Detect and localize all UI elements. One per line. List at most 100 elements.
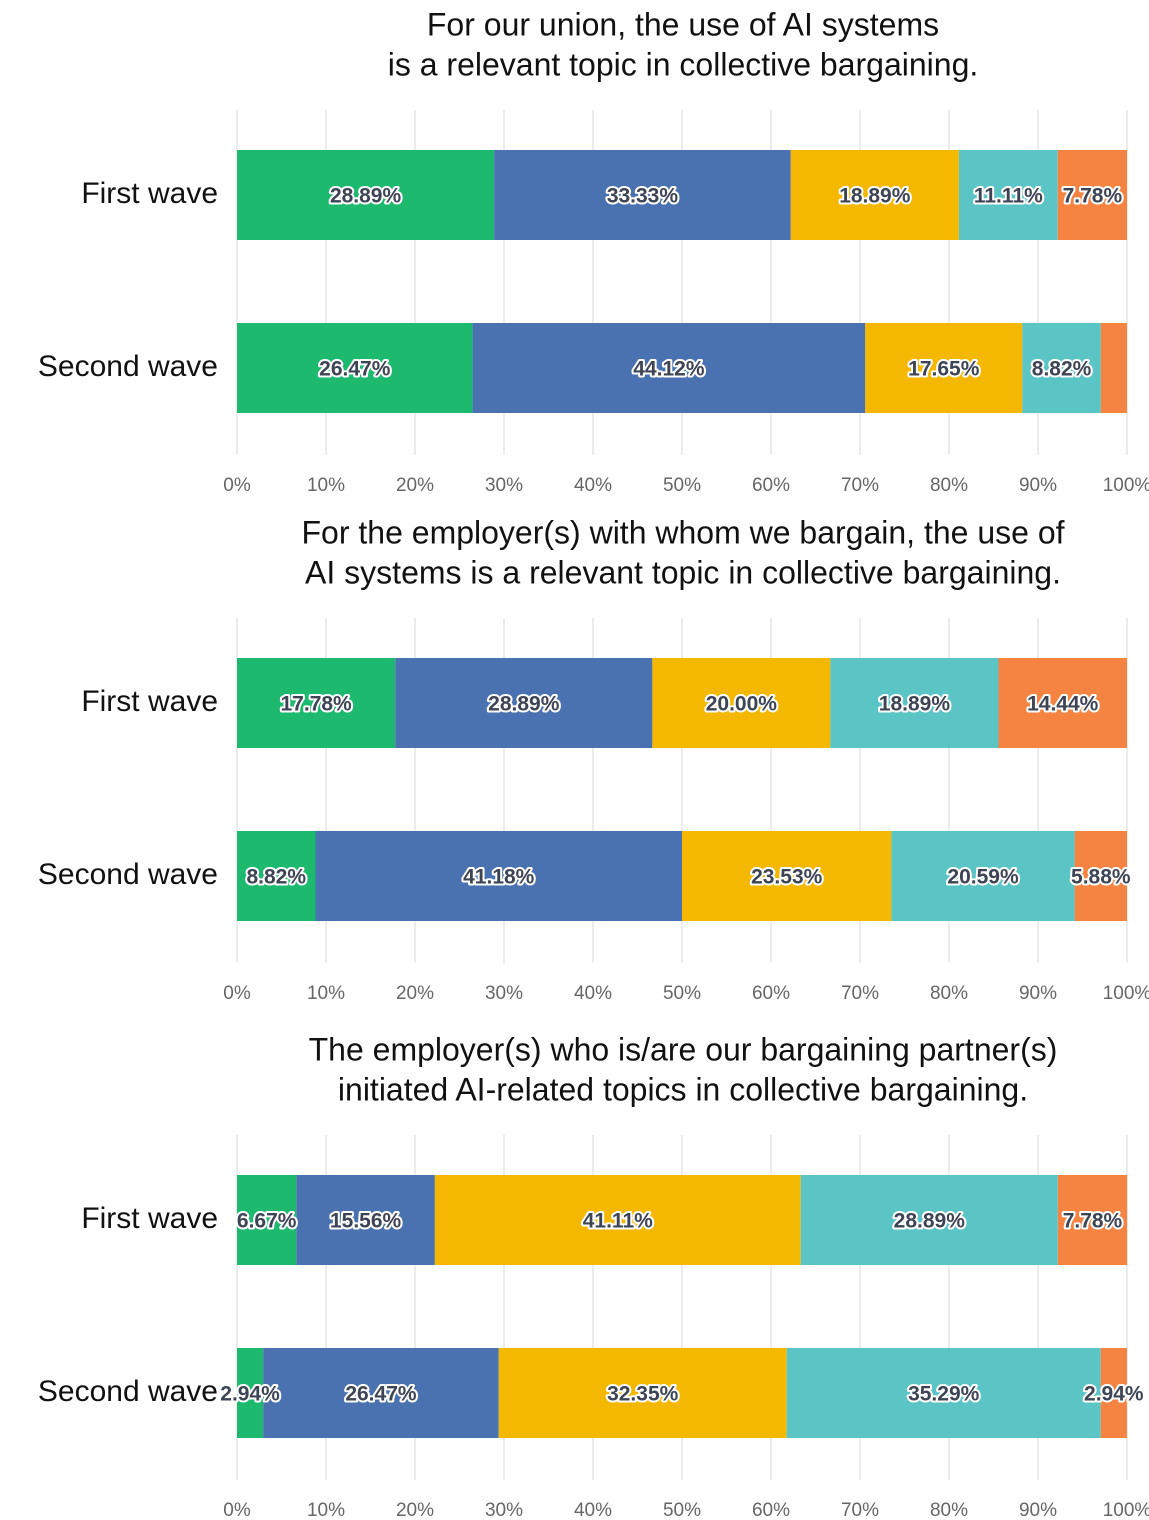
bar-segment — [958, 150, 1058, 240]
x-tick-label: 80% — [930, 1500, 968, 1520]
bar-segment — [1100, 323, 1127, 413]
bar-segment — [237, 150, 495, 240]
bar-segment — [315, 831, 682, 921]
data-label: 32.35% — [607, 1383, 679, 1406]
x-tick-label: 60% — [752, 1500, 790, 1520]
x-tick-label: 80% — [930, 983, 968, 1004]
category-label: Second wave — [38, 350, 218, 383]
bar-segment — [1057, 1175, 1128, 1265]
data-label: 14.44% — [1027, 693, 1099, 716]
x-tick-label: 20% — [396, 1500, 434, 1520]
bar-segment — [498, 1348, 787, 1438]
x-tick-label: 70% — [841, 475, 879, 496]
bar-segment — [998, 658, 1127, 748]
x-tick-label: 50% — [663, 475, 701, 496]
category-label: First wave — [81, 685, 218, 718]
bar-segment — [1100, 1348, 1127, 1438]
bar-segment — [830, 658, 999, 748]
bar-segment — [263, 1348, 499, 1438]
data-label: 8.82% — [246, 866, 306, 889]
x-tick-label: 40% — [574, 1500, 612, 1520]
bar-segment — [237, 1348, 264, 1438]
data-label: 41.18% — [463, 866, 535, 889]
bar-segment — [395, 658, 653, 748]
data-label: 17.65% — [908, 358, 980, 381]
x-tick-label: 80% — [930, 475, 968, 496]
bar-segment — [682, 831, 892, 921]
bar-segment — [434, 1175, 801, 1265]
x-tick-label: 100% — [1103, 1500, 1149, 1520]
x-tick-label: 90% — [1019, 1500, 1057, 1520]
bar-segment — [296, 1175, 435, 1265]
x-tick-label: 100% — [1103, 475, 1149, 496]
bar-segment — [790, 150, 959, 240]
bar-segment — [1074, 831, 1127, 921]
bar-segment — [237, 1175, 297, 1265]
x-tick-label: 60% — [752, 983, 790, 1004]
x-tick-label: 0% — [223, 1500, 251, 1520]
chart-title: The employer(s) who is/are our bargainin… — [309, 1031, 1058, 1067]
chart-title: For the employer(s) with whom we bargain… — [302, 514, 1065, 550]
x-tick-label: 90% — [1019, 983, 1057, 1004]
x-tick-label: 20% — [396, 475, 434, 496]
data-label: 18.89% — [879, 693, 951, 716]
data-label: 28.89% — [488, 693, 560, 716]
data-label: 6.67% — [237, 1210, 297, 1233]
bar-segment — [237, 323, 473, 413]
data-label: 35.29% — [908, 1383, 980, 1406]
data-label: 17.78% — [281, 693, 353, 716]
data-label: 2.94% — [1084, 1383, 1144, 1406]
data-label: 26.47% — [319, 358, 391, 381]
x-tick-label: 30% — [485, 475, 523, 496]
x-tick-label: 0% — [223, 983, 251, 1004]
category-label: First wave — [81, 177, 218, 210]
x-tick-label: 40% — [574, 983, 612, 1004]
chart-title: initiated AI-related topics in collectiv… — [338, 1071, 1028, 1107]
data-label: 2.94% — [220, 1383, 280, 1406]
data-label: 44.12% — [633, 358, 705, 381]
data-label: 41.11% — [583, 1210, 653, 1233]
x-tick-label: 50% — [663, 1500, 701, 1520]
x-tick-label: 30% — [485, 983, 523, 1004]
category-label: Second wave — [38, 858, 218, 891]
x-tick-label: 90% — [1019, 475, 1057, 496]
x-tick-label: 10% — [307, 983, 345, 1004]
data-label: 23.53% — [751, 866, 823, 889]
data-label: 11.11% — [974, 185, 1043, 208]
x-tick-label: 70% — [841, 983, 879, 1004]
data-label: 28.89% — [894, 1210, 966, 1233]
x-tick-label: 50% — [663, 983, 701, 1004]
data-label: 15.56% — [330, 1210, 402, 1233]
bar-segment — [891, 831, 1075, 921]
data-label: 20.00% — [706, 693, 778, 716]
chart-title: AI systems is a relevant topic in collec… — [305, 554, 1061, 590]
x-tick-label: 100% — [1103, 983, 1149, 1004]
bar-segment — [652, 658, 831, 748]
bar-segment — [1057, 150, 1127, 240]
chart-title: For our union, the use of AI systems — [427, 6, 939, 42]
data-label: 26.47% — [345, 1383, 417, 1406]
bar-segment — [472, 323, 866, 413]
category-label: First wave — [81, 1202, 218, 1235]
data-label: 28.89% — [330, 185, 402, 208]
chart-title: is a relevant topic in collective bargai… — [388, 46, 979, 82]
x-tick-label: 20% — [396, 983, 434, 1004]
x-tick-label: 70% — [841, 1500, 879, 1520]
data-label: 33.33% — [607, 185, 679, 208]
category-label: Second wave — [38, 1375, 218, 1408]
bar-segment — [1022, 323, 1101, 413]
data-label: 5.88% — [1071, 866, 1131, 889]
x-tick-label: 40% — [574, 475, 612, 496]
x-tick-label: 10% — [307, 1500, 345, 1520]
data-label: 7.78% — [1063, 1210, 1123, 1233]
data-label: 8.82% — [1032, 358, 1092, 381]
bar-segment — [800, 1175, 1058, 1265]
data-label: 7.78% — [1063, 185, 1123, 208]
x-tick-label: 30% — [485, 1500, 523, 1520]
data-label: 18.89% — [839, 185, 911, 208]
bar-segment — [494, 150, 791, 240]
bar-segment — [237, 658, 396, 748]
bar-segment — [865, 323, 1023, 413]
x-tick-label: 10% — [307, 475, 345, 496]
